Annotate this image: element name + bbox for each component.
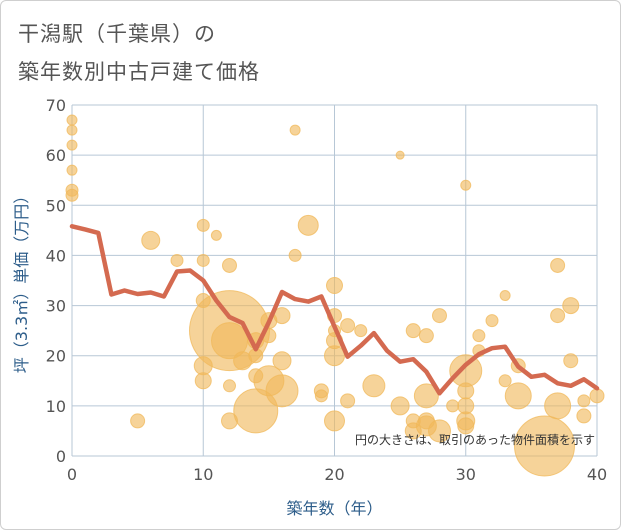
bubble-point	[210, 229, 222, 241]
bubble-point	[577, 394, 591, 408]
y-tick-label: 10	[46, 397, 66, 416]
bubble-point	[457, 417, 475, 435]
bubble-point	[195, 293, 211, 309]
bubble-point	[544, 392, 572, 420]
bubble-point	[196, 218, 210, 232]
bubble-point	[485, 314, 499, 328]
bubble-point	[194, 372, 212, 390]
bubble-point	[193, 356, 213, 376]
bubble-point	[576, 408, 592, 424]
x-tick-label: 30	[456, 465, 476, 484]
bubble-point	[66, 124, 78, 136]
bubble-point	[457, 382, 475, 400]
bubble-point	[562, 297, 580, 315]
chart-title-line2: 築年数別中古戸建て価格	[18, 60, 260, 84]
bubble-point	[314, 389, 328, 403]
bubble-point	[326, 277, 343, 295]
bubble-point	[432, 308, 447, 324]
y-tick-label: 30	[46, 297, 66, 316]
bubble-point	[272, 351, 292, 371]
y-axis-label: 坪（3.3㎡）単価（万円）	[12, 188, 31, 373]
bubble-point	[499, 290, 511, 302]
bubble-point	[460, 179, 472, 191]
bubble-point	[324, 410, 345, 432]
bubble-point	[221, 412, 238, 430]
bubble-point	[340, 393, 356, 409]
bubble-point	[446, 399, 460, 413]
bubble-point	[66, 139, 78, 151]
bubble-point	[65, 188, 79, 202]
bubble-point	[288, 248, 302, 262]
x-tick-label: 40	[587, 465, 607, 484]
x-tick-label: 0	[67, 465, 77, 484]
bubble-point	[449, 354, 483, 388]
y-tick-label: 70	[46, 96, 66, 115]
bubble-point	[196, 253, 210, 267]
bubble-point	[222, 257, 237, 273]
bubble-point	[340, 318, 356, 334]
bubble-size-note: 円の大きさは、取引のあった物件面積を示す	[355, 432, 595, 447]
bubble-point	[390, 396, 410, 416]
bubble-point	[395, 150, 405, 160]
bubble-point	[550, 308, 566, 324]
chart-title-line1: 干潟駅（千葉県）の	[18, 22, 216, 46]
y-tick-label: 0	[56, 447, 66, 466]
bubble-point	[223, 379, 236, 393]
bubble-point	[589, 388, 605, 404]
bubble-point	[563, 353, 579, 369]
bubble-point	[297, 214, 319, 236]
bubble-point	[170, 253, 184, 267]
y-tick-label: 60	[46, 146, 66, 165]
x-tick-label: 10	[193, 465, 213, 484]
bubble-point	[289, 124, 301, 136]
bubble-point	[354, 324, 368, 338]
bubble-point	[405, 323, 421, 339]
trend-line	[69, 224, 600, 396]
bubble-point	[66, 164, 78, 176]
bubble-point	[418, 328, 434, 344]
bubble-point	[550, 257, 566, 273]
y-tick-label: 40	[46, 246, 66, 265]
bubble-point	[514, 415, 575, 477]
bubble-point	[362, 374, 386, 398]
x-axis-label: 築年数（年）	[286, 499, 382, 518]
y-tick-label: 20	[46, 347, 66, 366]
bubble-point	[457, 397, 475, 415]
bubble-point	[472, 329, 486, 343]
bubble-point	[66, 114, 78, 126]
bubble-point	[130, 413, 146, 429]
bubble-point	[248, 368, 264, 384]
bubble-point	[141, 230, 161, 250]
x-tick-label: 20	[324, 465, 344, 484]
bubble-point	[504, 382, 532, 410]
bubble-point	[417, 412, 435, 430]
bubble-point	[405, 413, 421, 429]
y-tick-label: 50	[46, 196, 66, 215]
bubble-point	[498, 374, 512, 388]
bubble-point	[413, 383, 439, 409]
